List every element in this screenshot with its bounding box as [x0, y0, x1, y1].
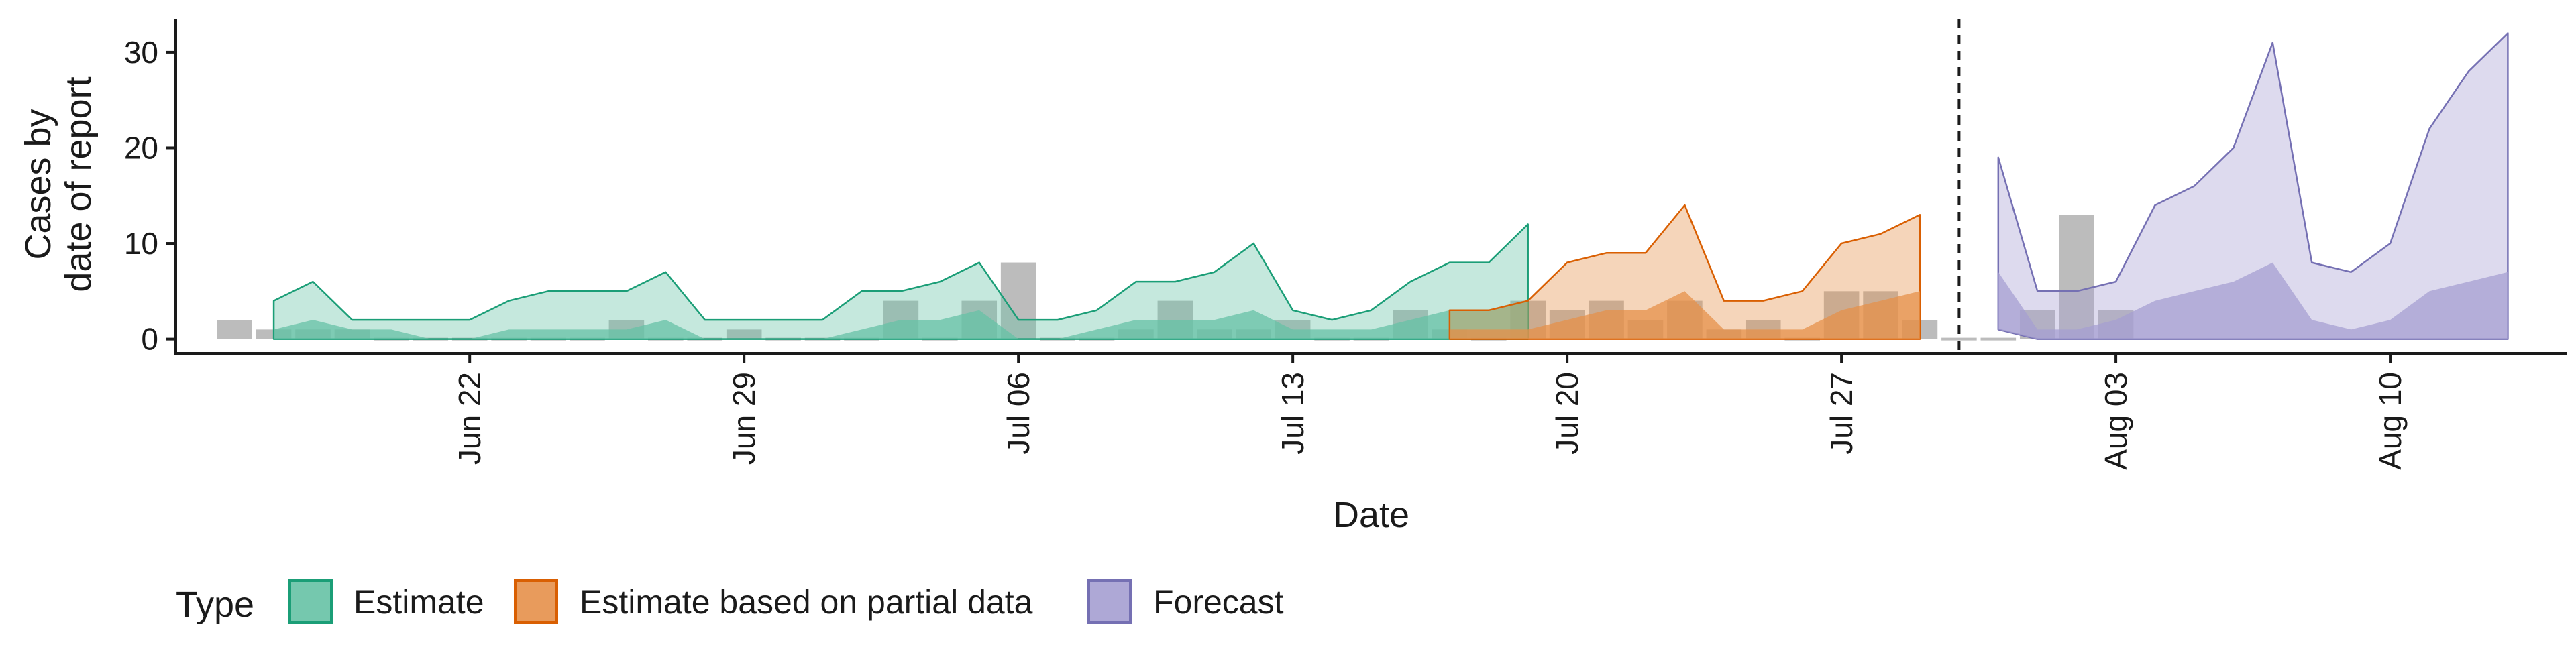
- observed-cases-bar: [1980, 337, 2017, 341]
- x-tick-label: Jun 29: [727, 372, 761, 465]
- axes: [174, 19, 2567, 355]
- legend-title: Type: [176, 585, 254, 625]
- x-tick-label: Jul 06: [1001, 372, 1036, 455]
- x-axis-title: Date: [1333, 495, 1409, 535]
- x-axis-ticks: Jun 22 Jun 29 Jul 06 Jul 13 Jul 20 Jul 27 Aug …: [452, 353, 2408, 470]
- y-tick-label: 0: [141, 322, 158, 357]
- y-tick-label: 30: [124, 35, 158, 70]
- legend-key-estimate: [288, 579, 333, 624]
- legend-key-partial: [514, 579, 558, 624]
- x-tick-label: Jul 20: [1550, 372, 1585, 455]
- y-tick-label: 20: [124, 130, 158, 165]
- x-tick-label: Aug 10: [2373, 372, 2408, 470]
- legend-label-forecast: Forecast: [1153, 583, 1284, 621]
- y-axis-title-line2: date of report: [58, 76, 99, 292]
- observed-cases-bar: [1941, 337, 1977, 341]
- y-tick-label: 10: [124, 226, 158, 261]
- legend: Type Estimate Estimate based on partial …: [176, 579, 1284, 625]
- estimate-based-on-partial-data-inner-interval: [1449, 291, 1920, 339]
- observed-cases-bar: [2059, 215, 2094, 339]
- x-tick-label: Aug 03: [2098, 372, 2133, 470]
- estimate-ribbons: [272, 32, 2509, 340]
- observed-cases-bar: [217, 320, 252, 339]
- legend-label-estimate: Estimate: [354, 583, 484, 621]
- legend-label-partial: Estimate based on partial data: [580, 583, 1033, 621]
- forecast-inner-interval: [1998, 262, 2508, 339]
- legend-key-forecast: [1087, 579, 1132, 624]
- observed-cases-bar: [1000, 262, 1036, 339]
- estimate-inner-interval: [274, 300, 1528, 339]
- y-axis-ticks: 0 10 20 30: [124, 35, 176, 357]
- observed-cases-bar: [726, 329, 762, 339]
- y-axis-title-line1: Cases by: [18, 109, 58, 259]
- x-tick-label: Jun 22: [452, 372, 487, 465]
- x-tick-label: Jul 27: [1824, 372, 1859, 455]
- x-tick-label: Jul 13: [1275, 372, 1310, 455]
